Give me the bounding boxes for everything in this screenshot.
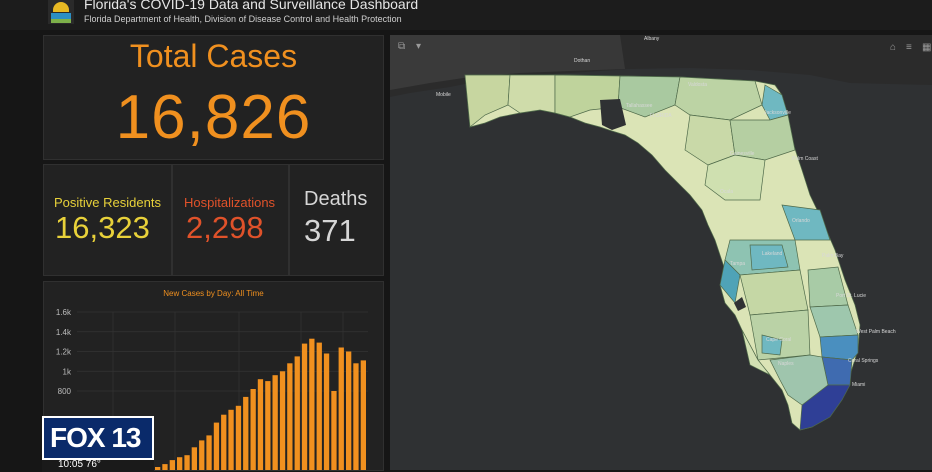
new-cases-chart: 1.6k 1.4k 1.2k 1k 800 (56, 308, 368, 471)
chart-y-tick-label: 800 (58, 387, 72, 396)
map-label-cape-coral: Cape Coral (766, 337, 791, 343)
chart-bar[interactable] (279, 371, 286, 470)
map-label-mobile: Mobile (436, 92, 451, 98)
deaths-label: Deaths (304, 188, 368, 210)
chart-y-tick-label: 1.6k (56, 308, 72, 317)
deaths-value: 371 (304, 213, 356, 248)
map-label-naples: Naples (778, 361, 794, 367)
chart-bar[interactable] (272, 375, 278, 470)
stats-panel (43, 164, 384, 276)
chart-bar[interactable] (353, 363, 359, 470)
map-label-florida: FLORIDA (650, 113, 672, 119)
map-label-west-palm-beach: West Palm Beach (856, 329, 896, 335)
map-label-palm-bay: Palm Bay (822, 253, 844, 259)
chart-bar[interactable] (169, 460, 175, 470)
chart-bar[interactable] (155, 467, 161, 470)
chart-title: New Cases by Day: All Time (163, 289, 264, 298)
fox13-ticker: 10:05 76° (42, 460, 154, 472)
map-label-albany: Albany (644, 36, 660, 42)
total-cases-label: Total Cases (129, 38, 298, 74)
grid-icon[interactable]: ▦ (922, 42, 932, 53)
chart-bar[interactable] (206, 435, 212, 470)
stats-divider-2 (288, 164, 290, 276)
map-layers-icon[interactable]: ⧉ (398, 41, 406, 52)
chart-bar[interactable] (213, 422, 220, 470)
map-label-miami: Miami (852, 382, 865, 388)
chart-bar[interactable] (294, 356, 300, 470)
total-cases-value: 16,826 (115, 83, 312, 152)
fox13-logo-text: FOX 13 (50, 422, 141, 453)
chart-bar[interactable] (346, 351, 352, 471)
chart-bar[interactable] (338, 347, 344, 471)
dashboard-header: Florida's COVID-19 Data and Surveillance… (0, 0, 932, 30)
chart-bar[interactable] (250, 389, 256, 470)
map-label-dothan: Dothan (574, 58, 590, 64)
dashboard-title: Florida's COVID-19 Data and Surveillance… (84, 0, 419, 12)
chart-bar[interactable] (257, 379, 264, 470)
home-icon[interactable]: ⌂ (890, 42, 897, 53)
hospitalizations-label: Hospitalizations (184, 195, 276, 210)
map-label-orlando: Orlando (792, 218, 810, 224)
chart-bar[interactable] (287, 363, 293, 470)
chart-bar[interactable] (243, 396, 249, 470)
map-label-gainesville: Gainesville (730, 151, 755, 157)
fox13-overlay: FOX 13 10:05 76° (42, 416, 154, 472)
map-label-palm-coast: Palm Coast (792, 156, 818, 162)
map-label-jacksonville: Jacksonville (764, 110, 791, 116)
map-label-tampa: Tampa (730, 261, 745, 267)
chart-bar[interactable] (309, 338, 315, 470)
map-label-lakeland: Lakeland (762, 251, 783, 257)
chart-bar[interactable] (177, 457, 183, 470)
map-label-port-st-lucie: Port St. Lucie (836, 293, 866, 299)
chart-bar[interactable] (199, 440, 205, 470)
hospitalizations-value: 2,298 (186, 210, 264, 245)
map-label-valdosta: Valdosta (688, 82, 707, 88)
chart-y-tick-label: 1k (63, 367, 72, 376)
chart-bar[interactable] (184, 455, 190, 470)
chart-y-tick-label: 1.4k (56, 328, 72, 337)
fox13-logo: FOX 13 (42, 416, 154, 460)
chart-bar[interactable] (191, 447, 197, 470)
chart-bar[interactable] (265, 381, 271, 470)
chart-bar[interactable] (316, 342, 322, 470)
chart-bar[interactable] (331, 391, 337, 470)
stats-divider-1 (171, 164, 173, 276)
florida-map[interactable]: Albany Dothan Valdosta Mobile Tallahasse… (390, 35, 932, 470)
positive-residents-label: Positive Residents (54, 195, 161, 210)
list-icon[interactable]: ≡ (906, 42, 912, 53)
map-label-ocala: Ocala (720, 189, 733, 195)
chart-bar[interactable] (323, 353, 330, 471)
chart-bar[interactable] (228, 409, 234, 470)
dashboard-subtitle: Florida Department of Health, Division o… (84, 14, 402, 24)
chart-bar[interactable] (235, 405, 242, 470)
total-cases-panel (43, 35, 384, 160)
doh-logo (48, 0, 74, 24)
map-label-coral-springs: Coral Springs (848, 358, 879, 364)
chart-bar[interactable] (301, 343, 308, 470)
chart-bar[interactable] (162, 464, 168, 470)
chart-bar[interactable] (360, 360, 366, 470)
map-label-tallahassee: Tallahassee (626, 103, 653, 109)
map-dropdown-icon[interactable]: ▾ (416, 41, 422, 52)
chart-y-tick-label: 1.2k (56, 348, 72, 357)
chart-bar[interactable] (221, 414, 227, 470)
positive-residents-value: 16,323 (55, 210, 150, 245)
